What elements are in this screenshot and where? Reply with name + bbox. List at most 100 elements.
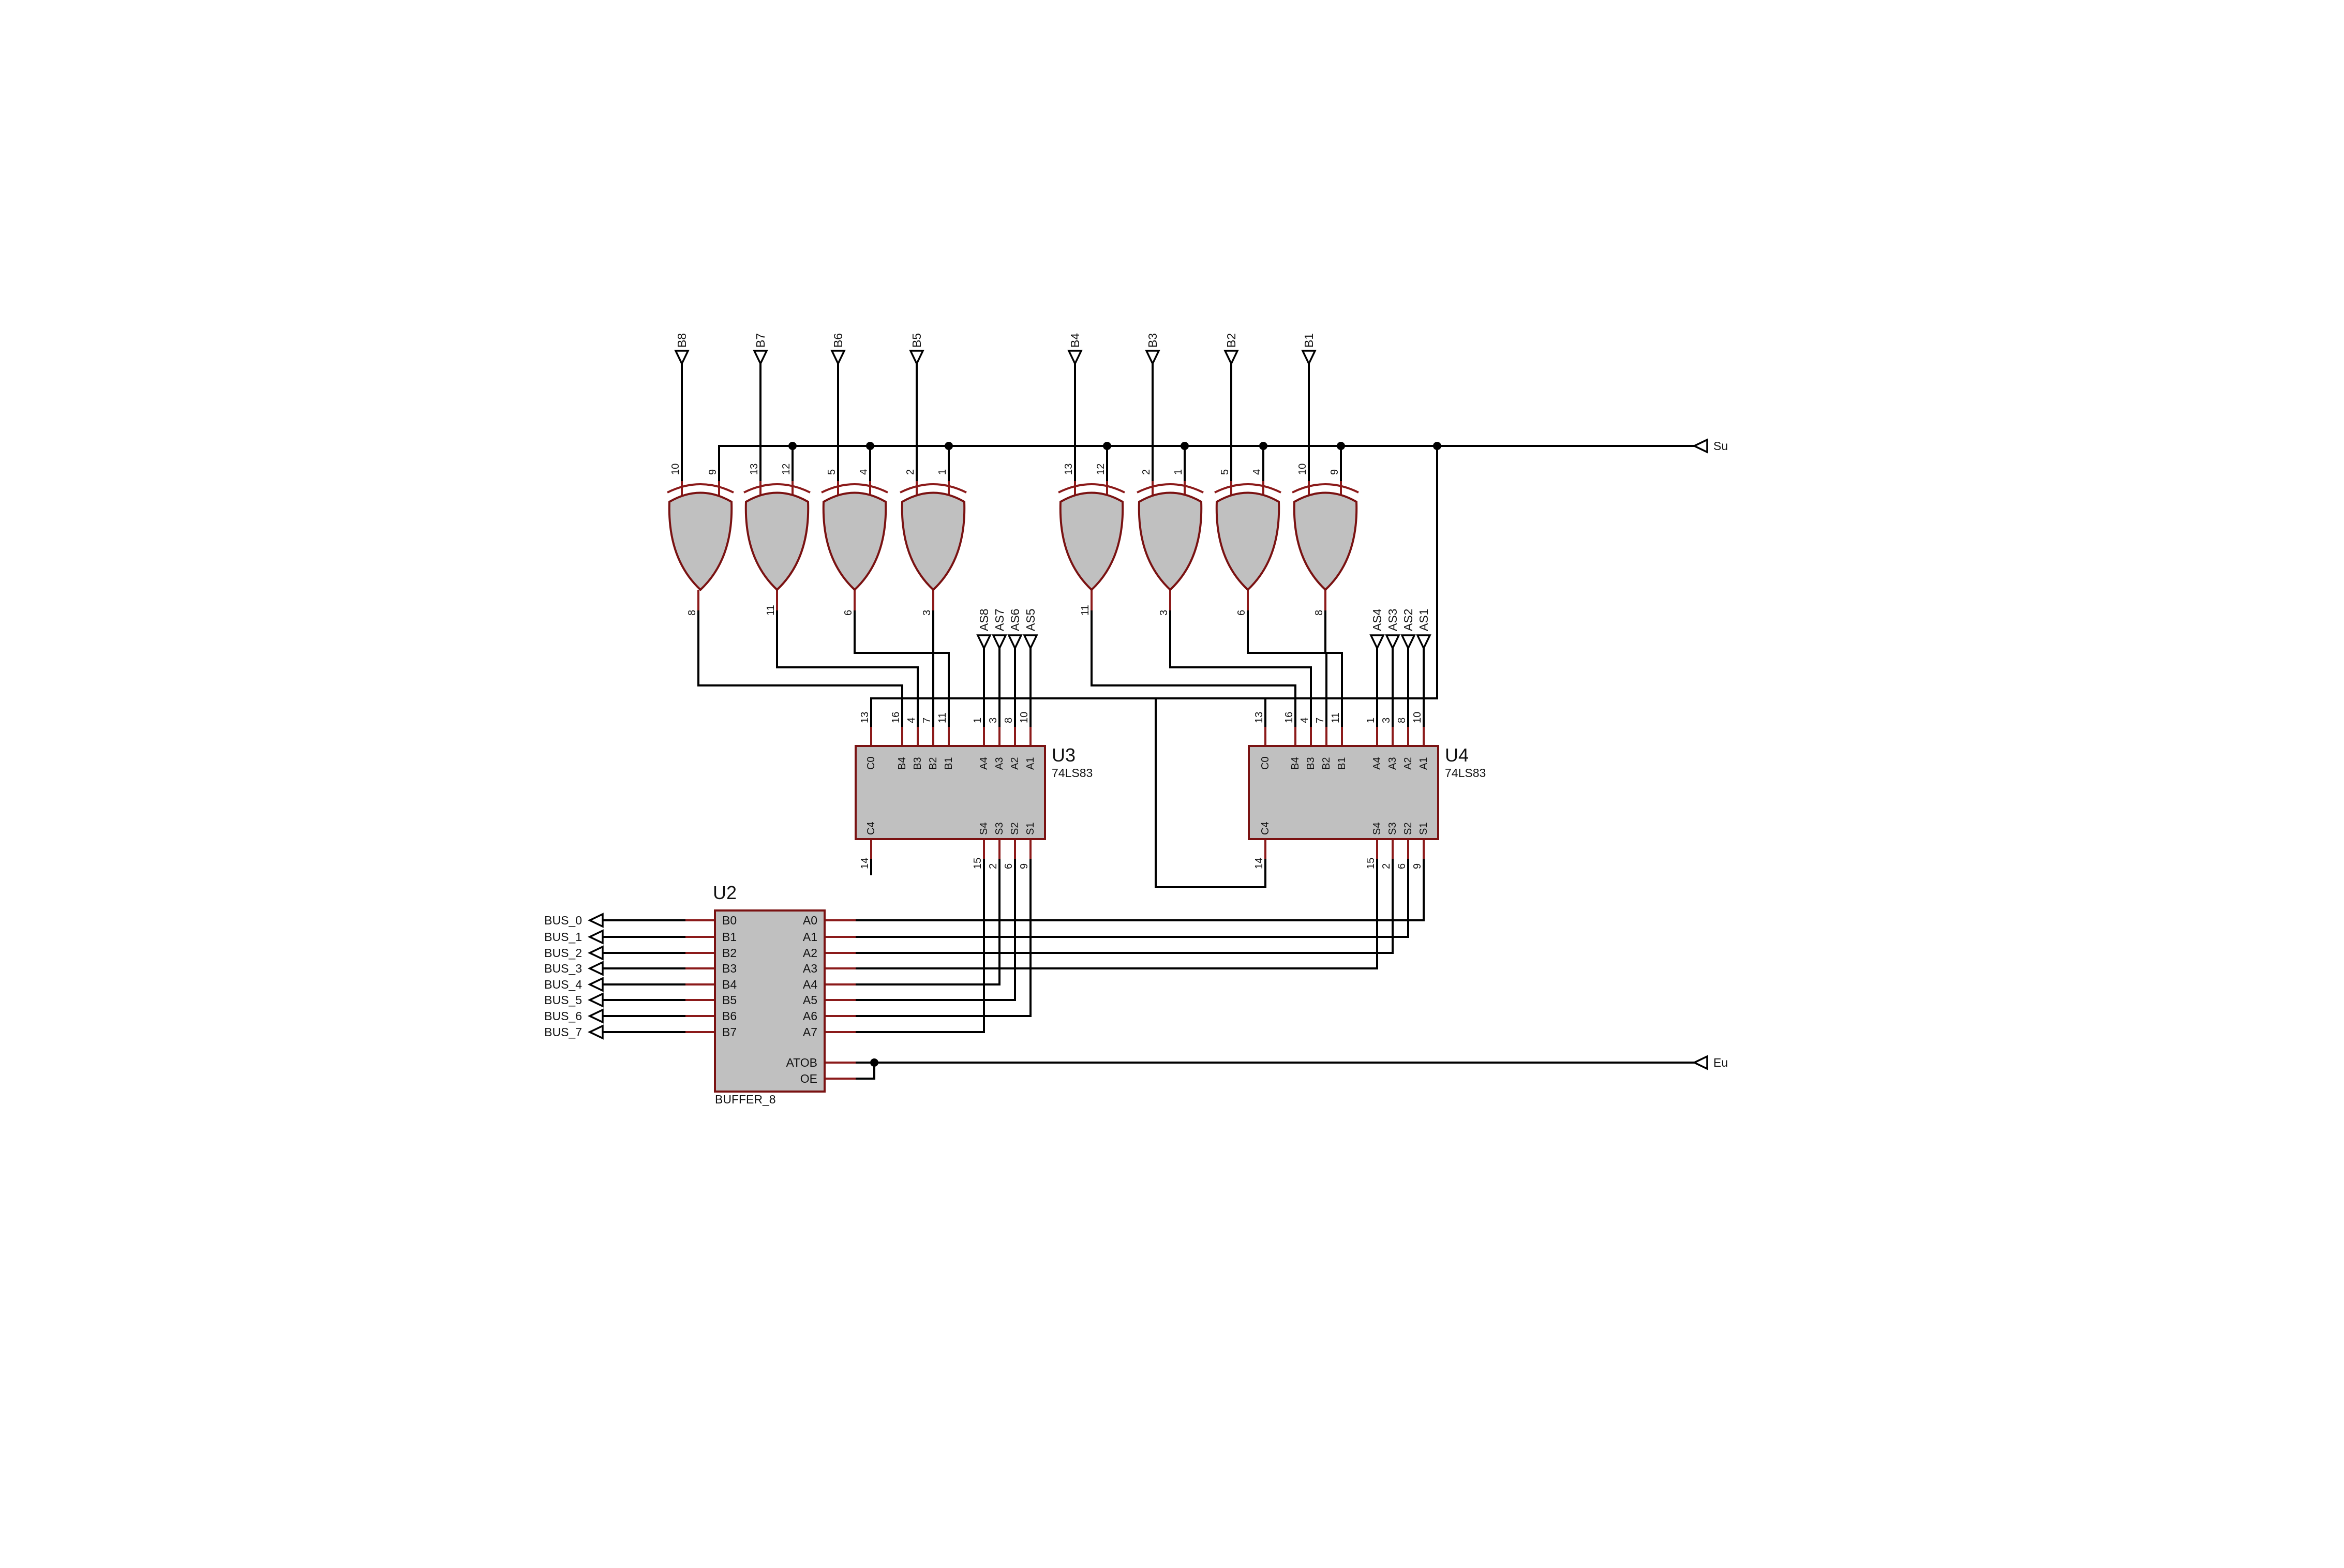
pin-name: ATOB	[786, 1056, 818, 1069]
wire-carry	[1155, 697, 1266, 888]
bus-output-terminals: BUS_0 BUS_1 BUS_2 BUS_3 BUS_4 BUS_5 BUS_…	[544, 913, 604, 1040]
terminal-as5[interactable]: AS5	[1023, 609, 1038, 651]
pin-name: A2	[803, 946, 817, 960]
xor-gate[interactable]: 2 1 3	[900, 469, 967, 616]
terminal-b8[interactable]: B8	[674, 333, 690, 366]
junction-dot	[788, 442, 797, 450]
pin-name: A1	[1025, 757, 1036, 770]
pin-number: 10	[1412, 712, 1423, 723]
terminal-as6[interactable]: AS6	[1007, 609, 1023, 651]
pin-number: 11	[765, 605, 777, 616]
terminal-bus-4[interactable]: BUS_4	[544, 977, 604, 992]
pin-name: B3	[722, 962, 737, 975]
terminal-b2[interactable]: B2	[1223, 333, 1239, 366]
pin-number: 3	[1381, 718, 1392, 723]
pin-number: 8	[1003, 718, 1014, 723]
xor-gate[interactable]: 10 9 8	[1292, 464, 1359, 616]
terminal-label: BUS_6	[544, 1009, 582, 1023]
junction-dot	[866, 442, 874, 450]
pin-number: 13	[749, 464, 760, 475]
pin-number: 4	[1299, 718, 1310, 723]
junction-dot	[870, 1058, 878, 1067]
terminal-label: AS6	[1008, 609, 1022, 631]
terminal-bus-0[interactable]: BUS_0	[544, 913, 604, 928]
pin-number: 6	[843, 610, 854, 616]
terminal-bus-7[interactable]: BUS_7	[544, 1024, 604, 1040]
pin-name: A6	[803, 1009, 817, 1023]
pin-name: B2	[928, 757, 939, 770]
pin-number: 4	[858, 469, 870, 475]
pin-number: 12	[1095, 464, 1107, 475]
terminal-as1[interactable]: AS1	[1416, 609, 1431, 651]
terminal-bus-3[interactable]: BUS_3	[544, 961, 604, 976]
terminal-label: AS5	[1024, 609, 1037, 631]
terminal-bus-2[interactable]: BUS_2	[544, 945, 604, 961]
terminal-b7[interactable]: B7	[753, 333, 768, 366]
component-part: 74LS83	[1052, 766, 1093, 780]
component-ref: U4	[1445, 744, 1469, 766]
pin-name: OE	[800, 1072, 817, 1085]
adder-u4[interactable]: U4 74LS83 13 16 4 7 11 1 3 8 10 C0 B4 B3…	[1248, 712, 1486, 869]
terminal-label: AS3	[1386, 609, 1399, 631]
terminal-label: B1	[1302, 333, 1316, 348]
pin-number: 10	[1297, 464, 1308, 475]
pin-name: B3	[912, 757, 923, 770]
junction-dot	[1433, 442, 1441, 450]
terminal-b1[interactable]: B1	[1301, 333, 1317, 366]
terminal-bus-5[interactable]: BUS_5	[544, 992, 604, 1008]
xor-gate[interactable]: 13 12 11	[743, 464, 811, 616]
pin-name: B4	[1290, 757, 1301, 770]
pin-name: S3	[1387, 823, 1398, 835]
pin-name: B7	[722, 1025, 737, 1039]
junction-dot	[1337, 442, 1345, 450]
pin-number: 2	[988, 863, 999, 869]
pin-number: 11	[1330, 712, 1341, 723]
pin-number: 1	[972, 718, 983, 723]
xor-gate[interactable]: 2 1 3	[1137, 469, 1204, 616]
terminal-as7[interactable]: AS7	[992, 609, 1007, 651]
pin-number: 15	[972, 858, 983, 869]
terminal-label: BUS_5	[544, 993, 582, 1007]
pin-number: 6	[1003, 863, 1014, 869]
pin-number: 16	[1283, 712, 1295, 723]
xor-gate[interactable]: 10 9 8	[667, 464, 734, 616]
terminal-bus-6[interactable]: BUS_6	[544, 1008, 604, 1024]
wire-g4-6-out	[1247, 609, 1327, 746]
terminal-b3[interactable]: B3	[1145, 333, 1160, 366]
xor-gate[interactable]: 13 12 11	[1058, 464, 1125, 616]
pin-name: B4	[722, 978, 737, 991]
pin-number: 9	[1019, 863, 1030, 869]
terminal-su[interactable]: Su	[1692, 438, 1728, 454]
pin-number: 12	[781, 464, 792, 475]
pin-number: 11	[1080, 605, 1091, 616]
terminal-label: B7	[754, 333, 767, 348]
adder-u3[interactable]: U3 74LS83 13 16 4 7 11 1 3 8 10 C0 B4 B3…	[855, 712, 1093, 869]
pin-name: C4	[865, 822, 877, 835]
pin-name: A4	[978, 757, 990, 770]
component-part: BUFFER_8	[715, 1093, 776, 1106]
terminal-as3[interactable]: AS3	[1385, 609, 1400, 651]
terminal-b4[interactable]: B4	[1067, 333, 1083, 366]
terminal-as2[interactable]: AS2	[1400, 609, 1416, 651]
pin-name: A3	[1387, 757, 1398, 770]
pin-number: 3	[988, 718, 999, 723]
terminal-eu[interactable]: Eu	[1692, 1055, 1728, 1070]
buffer-u2[interactable]: U2 BUFFER_8 B0 B1 B2 B3 B4 B5 B6 B7 A0 A…	[685, 882, 856, 1106]
terminal-as4[interactable]: AS4	[1369, 608, 1385, 651]
xor-gate[interactable]: 5 4 6	[821, 469, 888, 616]
terminal-as8[interactable]: AS8	[976, 609, 992, 651]
pin-name: S2	[1009, 823, 1021, 835]
terminal-b5[interactable]: B5	[909, 333, 924, 366]
pin-number: 14	[859, 858, 871, 869]
terminal-label: B3	[1146, 333, 1159, 348]
pin-name: B2	[1321, 757, 1332, 770]
terminal-label: Su	[1713, 439, 1728, 453]
pin-number: 9	[1329, 469, 1340, 475]
terminal-b6[interactable]: B6	[830, 333, 846, 366]
terminal-bus-1[interactable]: BUS_1	[544, 929, 604, 945]
xor-gate[interactable]: 5 4 6	[1214, 469, 1281, 616]
pin-number: 10	[1019, 712, 1030, 723]
xor-gates-u4: 13 12 11 2 1 3 5 4 6 10 9	[1058, 464, 1359, 616]
